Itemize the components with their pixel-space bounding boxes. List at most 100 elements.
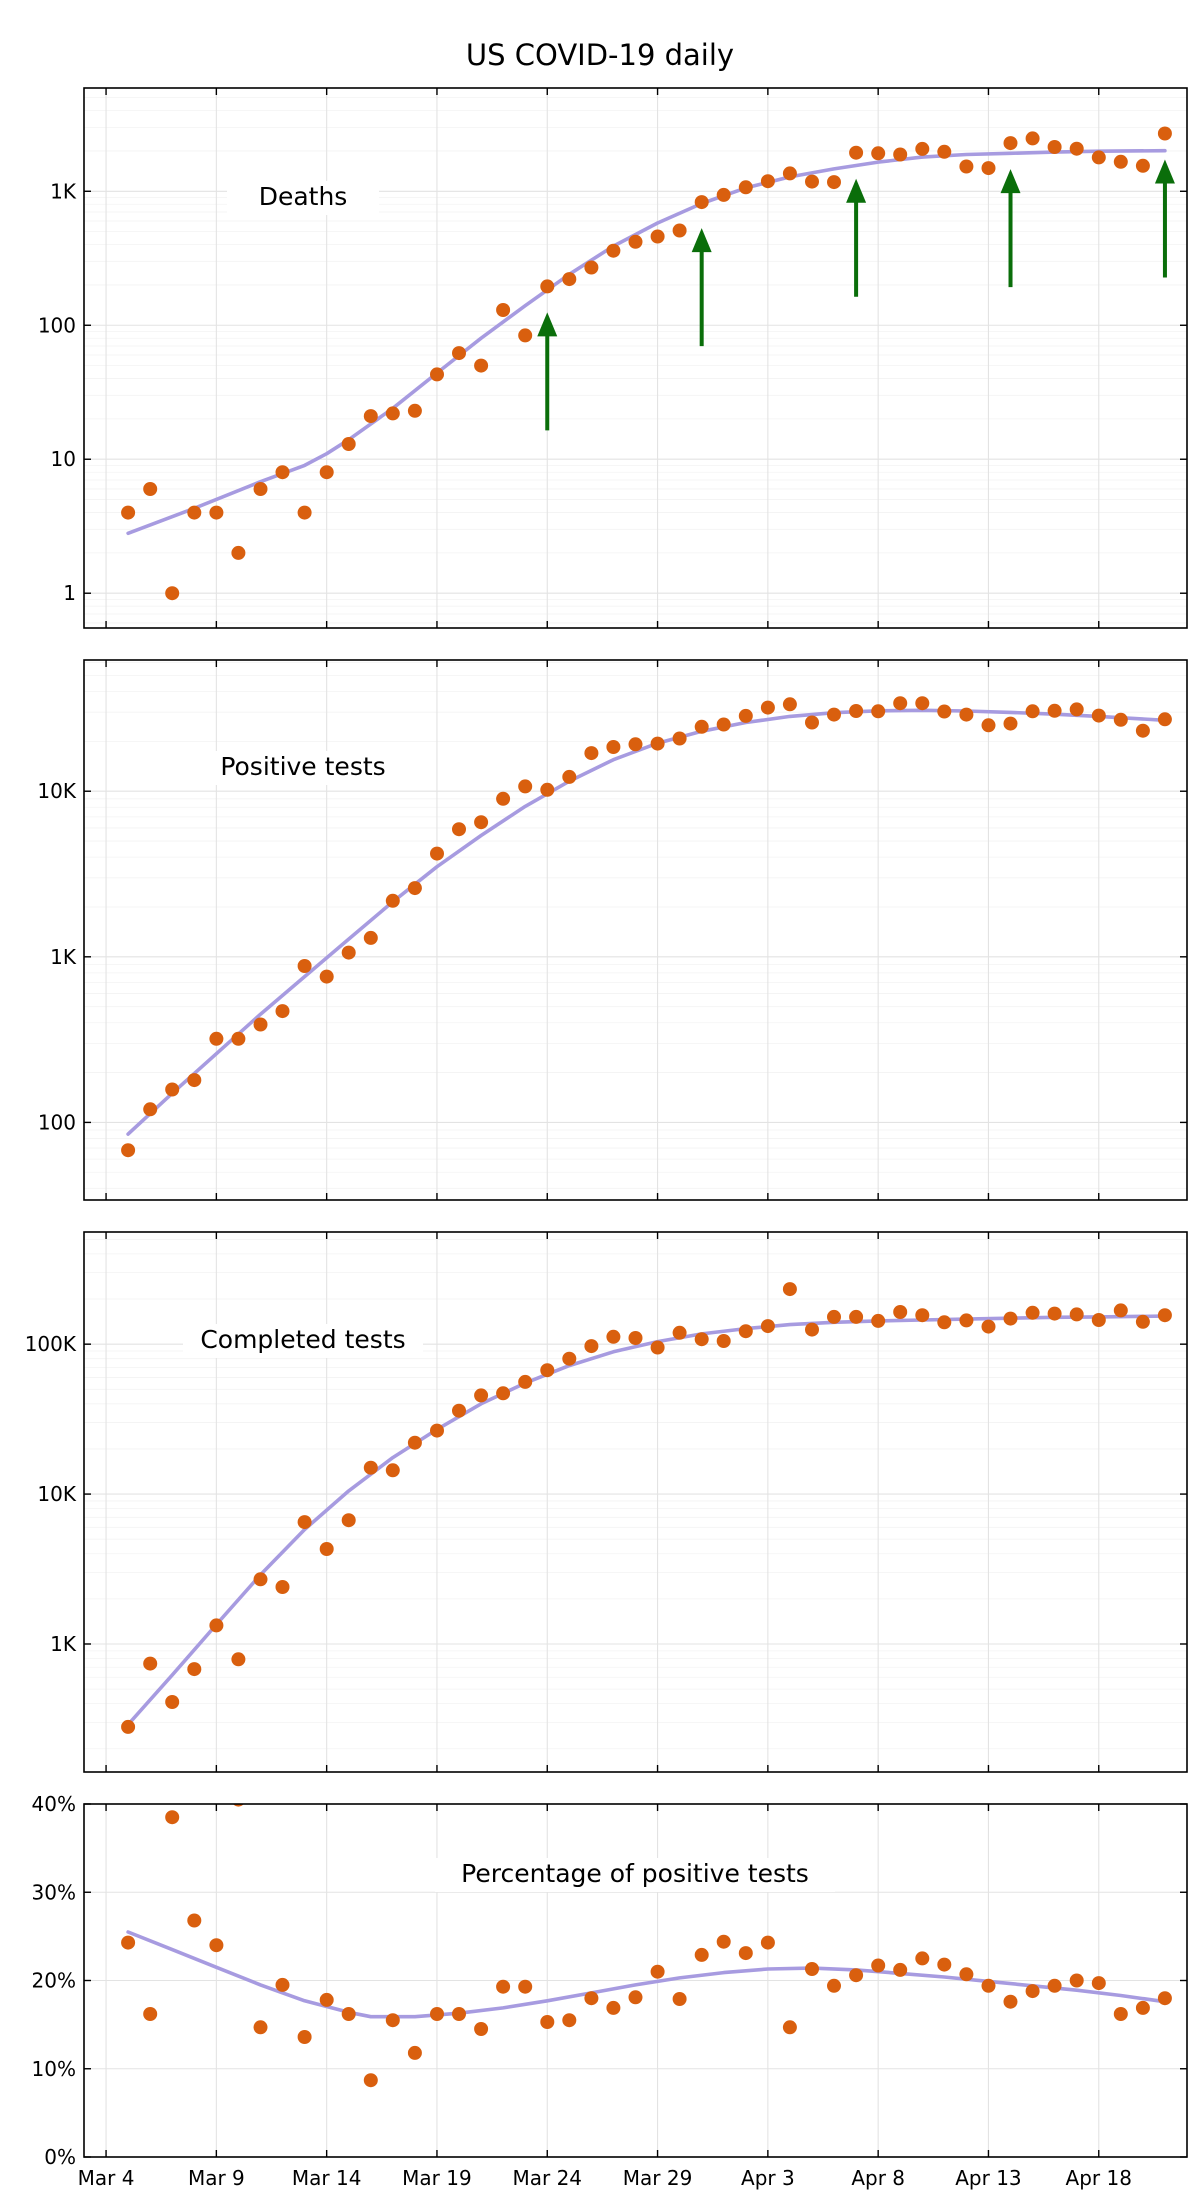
data-point xyxy=(915,141,930,156)
label-backdrop xyxy=(227,181,379,215)
y-tick-label: 0% xyxy=(44,2145,76,2169)
data-point xyxy=(893,147,908,162)
data-point xyxy=(1025,704,1040,719)
data-point xyxy=(893,1305,908,1319)
data-point xyxy=(672,1992,687,2006)
data-point xyxy=(1069,702,1084,717)
x-tick-label: Mar 9 xyxy=(188,2166,245,2190)
data-point xyxy=(209,1618,224,1633)
data-point xyxy=(805,1322,819,1337)
label-backdrop xyxy=(183,1324,423,1358)
deaths-trend-line xyxy=(126,148,1167,536)
data-point xyxy=(738,1324,753,1339)
data-point xyxy=(385,1463,400,1478)
positive-tests-trend-line xyxy=(126,708,1167,1136)
data-point xyxy=(694,1332,709,1347)
data-point xyxy=(827,1978,841,1993)
data-point xyxy=(209,505,224,520)
data-point xyxy=(937,704,952,719)
data-point xyxy=(760,700,775,715)
data-point xyxy=(915,1308,930,1323)
data-point xyxy=(782,697,797,712)
positive-tests-label: Positive tests xyxy=(220,752,385,781)
data-point xyxy=(1091,708,1106,723)
label-backdrop xyxy=(435,1858,835,1892)
data-point xyxy=(782,166,797,181)
data-point xyxy=(1091,1313,1106,1327)
data-point xyxy=(407,403,422,418)
x-tick-label: Mar 24 xyxy=(512,2166,582,2190)
data-point xyxy=(231,1652,246,1667)
data-point xyxy=(716,1334,731,1348)
data-point xyxy=(849,145,864,160)
data-point xyxy=(1135,158,1150,173)
data-point xyxy=(959,1967,974,1982)
positive-tests-panel: 100 1K 10K Positive tests xyxy=(37,659,1188,1201)
positive-tests-grid xyxy=(84,660,1187,1200)
data-point xyxy=(584,1991,599,2006)
data-point xyxy=(650,1340,665,1355)
data-point xyxy=(959,159,974,174)
data-point xyxy=(275,1004,290,1019)
x-tick-label: Mar 19 xyxy=(402,2166,472,2190)
data-point xyxy=(275,1580,290,1594)
data-point xyxy=(606,740,621,754)
data-point xyxy=(805,1962,819,1976)
data-point xyxy=(915,696,930,711)
y-tick-label: 10K xyxy=(37,1482,76,1506)
data-point xyxy=(1025,1984,1040,1999)
data-point xyxy=(716,1934,731,1949)
data-point xyxy=(562,1351,577,1366)
data-point xyxy=(121,1143,136,1158)
x-tick-label: Apr 18 xyxy=(1066,2166,1132,2190)
deaths-label: Deaths xyxy=(259,182,348,211)
data-point xyxy=(782,2020,797,2035)
data-point xyxy=(540,1363,555,1378)
data-point xyxy=(1113,712,1128,727)
data-point xyxy=(981,1319,996,1334)
x-tick-label: Mar 4 xyxy=(78,2166,135,2190)
positive-tests-points xyxy=(121,696,1172,1158)
data-point xyxy=(143,2007,158,2021)
data-point xyxy=(871,1313,886,1328)
data-point xyxy=(452,2007,466,2021)
data-point xyxy=(716,717,731,732)
data-point xyxy=(628,1990,643,2005)
data-point xyxy=(849,704,864,718)
data-point xyxy=(297,505,312,520)
data-point xyxy=(385,2013,400,2028)
label-backdrop xyxy=(203,751,403,785)
data-point xyxy=(518,1374,533,1389)
data-point xyxy=(518,1979,533,1994)
y-tick-label: 100K xyxy=(25,1332,77,1356)
data-point xyxy=(474,1388,489,1403)
data-point xyxy=(694,195,709,210)
data-point xyxy=(297,2030,312,2044)
data-point xyxy=(562,769,577,784)
data-point xyxy=(297,1515,312,1530)
data-point xyxy=(1003,1311,1018,1326)
data-point xyxy=(1047,1978,1062,1993)
y-tick-label: 1K xyxy=(50,179,77,203)
data-point xyxy=(1157,1991,1172,2006)
data-point xyxy=(496,303,511,317)
y-tick-label: 100 xyxy=(38,313,76,337)
x-tick-label: Mar 29 xyxy=(623,2166,693,2190)
data-point xyxy=(606,1329,621,1344)
data-point xyxy=(452,1403,466,1418)
annotation-arrow xyxy=(846,178,867,297)
data-point xyxy=(716,187,731,202)
deaths-points xyxy=(121,126,1172,601)
figure-title: US COVID-19 daily xyxy=(466,38,734,72)
data-point xyxy=(452,346,466,361)
deaths-grid xyxy=(84,88,1187,628)
data-point xyxy=(959,707,974,722)
data-point xyxy=(231,545,246,560)
annotation-arrow xyxy=(1154,159,1175,278)
data-point xyxy=(1135,2000,1150,2015)
data-point xyxy=(341,437,356,451)
data-point xyxy=(209,1938,224,1953)
data-point xyxy=(827,707,841,722)
data-point xyxy=(474,2022,489,2036)
data-point xyxy=(430,846,444,861)
